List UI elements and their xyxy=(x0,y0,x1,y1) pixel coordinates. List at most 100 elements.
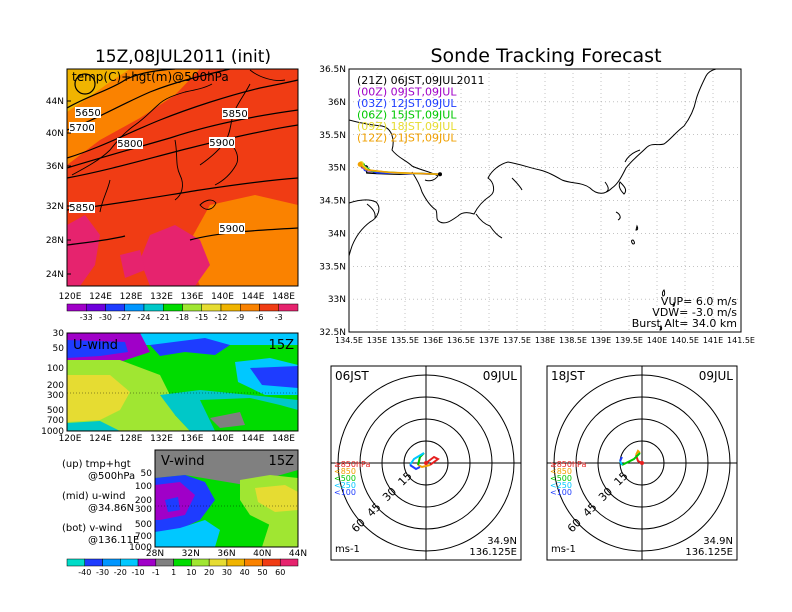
polar-time: 06JST xyxy=(335,369,369,383)
contour-label-bg xyxy=(209,137,235,148)
map500-contour-labels: 5650 5700 5800 5850 5900 5850 5900 xyxy=(69,107,248,235)
map500-lat-ticks: 44N 40N 36N 32N 28N 24N xyxy=(46,97,71,280)
colorbar-swatch xyxy=(137,558,157,567)
uwind-p-tick: 30 xyxy=(53,329,65,339)
colorbar-swatch xyxy=(66,558,86,567)
uwind-p-tick: 200 xyxy=(47,381,64,391)
colorbar-label: -6 xyxy=(256,313,264,322)
map500-lat-tick: 24N xyxy=(46,270,64,280)
uwind-lon-ticks: 120E 124E 128E 132E 136E 140E 144E 148E xyxy=(59,434,296,444)
colorbar-swatch xyxy=(120,558,139,567)
track-lon-ticks: 134.5E 135E 135.5E 136E 136.5E 137E 137.5E 138E… xyxy=(335,336,755,345)
colorbar-swatch xyxy=(66,303,87,312)
map500-lon-tick: 120E xyxy=(59,292,82,302)
uwind-p-tick: 300 xyxy=(47,391,64,401)
colorbar-label: 20 xyxy=(204,568,214,577)
colorbar-swatch xyxy=(262,558,281,567)
vwind-lat-tick: 40N xyxy=(253,549,271,559)
colorbar-swatch xyxy=(279,558,299,567)
contour-label-bg xyxy=(222,108,248,119)
colorbar-label: -24 xyxy=(137,313,150,322)
colorbar-label: -15 xyxy=(195,313,208,322)
map500-lon-tick: 148E xyxy=(272,292,295,302)
uwind-lon-tick: 136E xyxy=(181,434,204,444)
contour-label: 5800 xyxy=(117,139,142,150)
map500-lon-ticks: 120E 124E 128E 132E 136E 140E 144E 148E xyxy=(59,292,296,302)
colorbar-label: -3 xyxy=(275,313,283,322)
colorbar-label: -27 xyxy=(118,313,131,322)
vwind-lat-tick: 28N xyxy=(146,549,164,559)
colorbar-swatch xyxy=(259,303,279,312)
polar-date: 09JUL xyxy=(699,369,734,383)
hodograph-segment xyxy=(409,452,425,466)
uwind-lon-tick: 144E xyxy=(242,434,265,444)
track-lon-tick: 141.5E xyxy=(727,336,755,345)
hodograph-segment xyxy=(417,464,431,469)
legend-note-line2: @34.86N xyxy=(88,503,134,514)
contour-label: 5900 xyxy=(209,138,234,149)
colorbar-label: -1 xyxy=(152,568,160,577)
colorbar-swatch xyxy=(208,558,228,567)
vwind-p-tick: 500 xyxy=(135,520,152,530)
track-lat-tick: 33.5N xyxy=(319,262,346,272)
track-lon-tick: 137E xyxy=(479,336,499,345)
uwind-lon-tick: 128E xyxy=(120,434,143,444)
colorbar-label: -18 xyxy=(176,313,189,322)
track-run-label: (06Z) 15JST,09JUL xyxy=(357,109,457,122)
legend-note-line1: (up) tmp+hgt xyxy=(62,459,131,470)
colorbar-swatch xyxy=(163,303,183,312)
polar-level-label: <850 xyxy=(334,467,356,476)
track-lat-tick: 34N xyxy=(328,229,346,239)
track-lines xyxy=(357,161,442,177)
track-run-label: (03Z) 12JST,09JUL xyxy=(357,97,457,110)
contour-label-bg xyxy=(69,202,95,213)
colorbar-swatch xyxy=(124,303,145,312)
colorbar-label: -20 xyxy=(114,568,127,577)
polar-level-label: <500 xyxy=(550,474,572,483)
polar-date: 09JUL xyxy=(483,369,518,383)
track-run-label: (12Z) 21JST,09JUL xyxy=(357,132,457,145)
vwind-colorbar: -40 -30 -20 -10 -1 1 10 20 30 40 50 60 xyxy=(66,558,299,577)
map500-colorbar: -33 -30 -27 -24 -21 -18 -15 -12 -9 -6 -3 xyxy=(66,303,299,322)
vwind-label: V-wind xyxy=(161,454,205,469)
map500-lat-tick: 44N xyxy=(46,97,64,107)
polar-level-label: ≥850hPa xyxy=(334,460,371,469)
hodograph-segment xyxy=(619,456,623,462)
track-coastline xyxy=(349,69,717,331)
uwind-p-tick: 700 xyxy=(47,416,64,426)
track-lat-tick: 36N xyxy=(328,98,346,108)
colorbar-swatch xyxy=(191,558,210,567)
track-lon-tick: 139.5E xyxy=(615,336,643,345)
colorbar-label: 60 xyxy=(275,568,285,577)
burst-text: Burst Alt= 34.0 km xyxy=(632,317,737,330)
polar-lon: 136.125E xyxy=(469,547,517,558)
polar-level-label: <850 xyxy=(550,467,572,476)
map500-lon-tick: 136E xyxy=(181,292,204,302)
vwind-p-tick: 100 xyxy=(135,482,152,492)
map500-lon-tick: 128E xyxy=(120,292,143,302)
hodograph-segment xyxy=(425,455,440,466)
track-lat-tick: 32.5N xyxy=(319,328,346,338)
legend-note-line2: @500hPa xyxy=(88,471,135,482)
legend-note-line1: (bot) v-wind xyxy=(62,523,122,534)
polar-level-label: <100 xyxy=(550,488,572,497)
contour-label: 5850 xyxy=(69,203,94,214)
colorbar-label: -30 xyxy=(99,313,112,322)
uwind-time: 15Z xyxy=(269,338,295,353)
polar-lat: 34.9N xyxy=(487,536,517,547)
legend-note-line2: @136.11E xyxy=(88,535,139,546)
colorbar-swatch xyxy=(240,303,260,312)
track-panel: (21Z) 06JST,09JUL2011(00Z) 09JST,09JUL(0… xyxy=(319,65,755,345)
track-lat-tick: 34.5N xyxy=(319,197,346,207)
track-run-label: (00Z) 09JST,09JUL xyxy=(357,86,457,99)
track-lat-tick: 36.5N xyxy=(319,65,346,75)
colorbar-swatch xyxy=(244,558,263,567)
vwind-p-tick: 300 xyxy=(135,505,152,515)
vwind-p-tick: 200 xyxy=(135,496,152,506)
track-lon-tick: 138.5E xyxy=(559,336,587,345)
colorbar-swatch xyxy=(155,558,174,567)
contour-label-bg xyxy=(117,138,143,149)
colorbar-label: 50 xyxy=(257,568,267,577)
